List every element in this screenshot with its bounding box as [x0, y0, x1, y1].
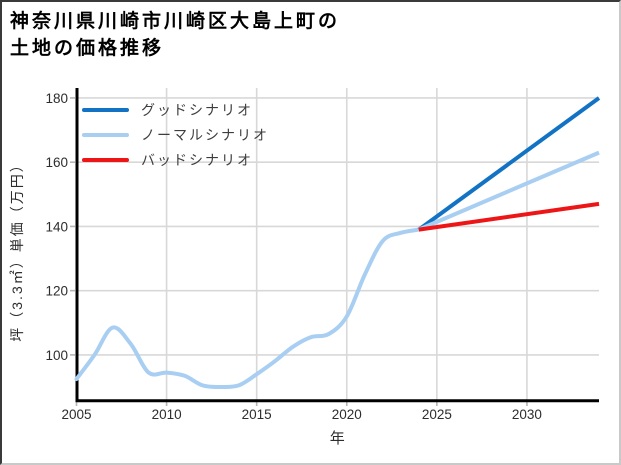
chart-title-line-1: 神奈川県川崎市川崎区大島上町の [10, 11, 341, 32]
y-tick-label: 100 [45, 348, 68, 363]
y-tick-label: 140 [45, 219, 68, 234]
x-tick-label: 2010 [152, 407, 182, 422]
y-tick-label: 180 [45, 91, 68, 106]
x-tick-label: 2025 [422, 407, 452, 422]
x-tick-label: 2005 [61, 407, 91, 422]
legend-label-normal: ノーマルシナリオ [141, 126, 269, 143]
legend-label-good: グッドシナリオ [141, 101, 253, 118]
legend-line-good [82, 107, 129, 112]
legend-item-normal: ノーマルシナリオ [82, 122, 269, 147]
scenario-line-bad [418, 201, 600, 232]
legend-item-bad: バッドシナリオ [82, 147, 269, 172]
chart-title-line-2: 土地の価格推移 [10, 38, 165, 59]
x-tick-label: 2030 [512, 407, 542, 422]
history-line [74, 227, 421, 390]
legend: グッドシナリオ ノーマルシナリオ バッドシナリオ [82, 97, 269, 172]
scenario-line-normal [418, 150, 600, 232]
legend-line-normal [82, 132, 129, 137]
y-axis-label: 坪（3.3㎡）単価（万円） [9, 156, 25, 341]
y-tick-label: 120 [45, 284, 68, 299]
scenario-line-good [417, 96, 601, 232]
chart-title: 神奈川県川崎市川崎区大島上町の 土地の価格推移 [10, 8, 340, 62]
x-tick-label: 2020 [332, 407, 362, 422]
x-axis-label: 年 [330, 430, 346, 447]
legend-item-good: グッドシナリオ [82, 97, 269, 122]
x-tick-label: 2015 [242, 407, 272, 422]
y-tick-label: 160 [45, 155, 68, 170]
legend-line-bad [82, 157, 129, 162]
legend-label-bad: バッドシナリオ [141, 151, 253, 168]
